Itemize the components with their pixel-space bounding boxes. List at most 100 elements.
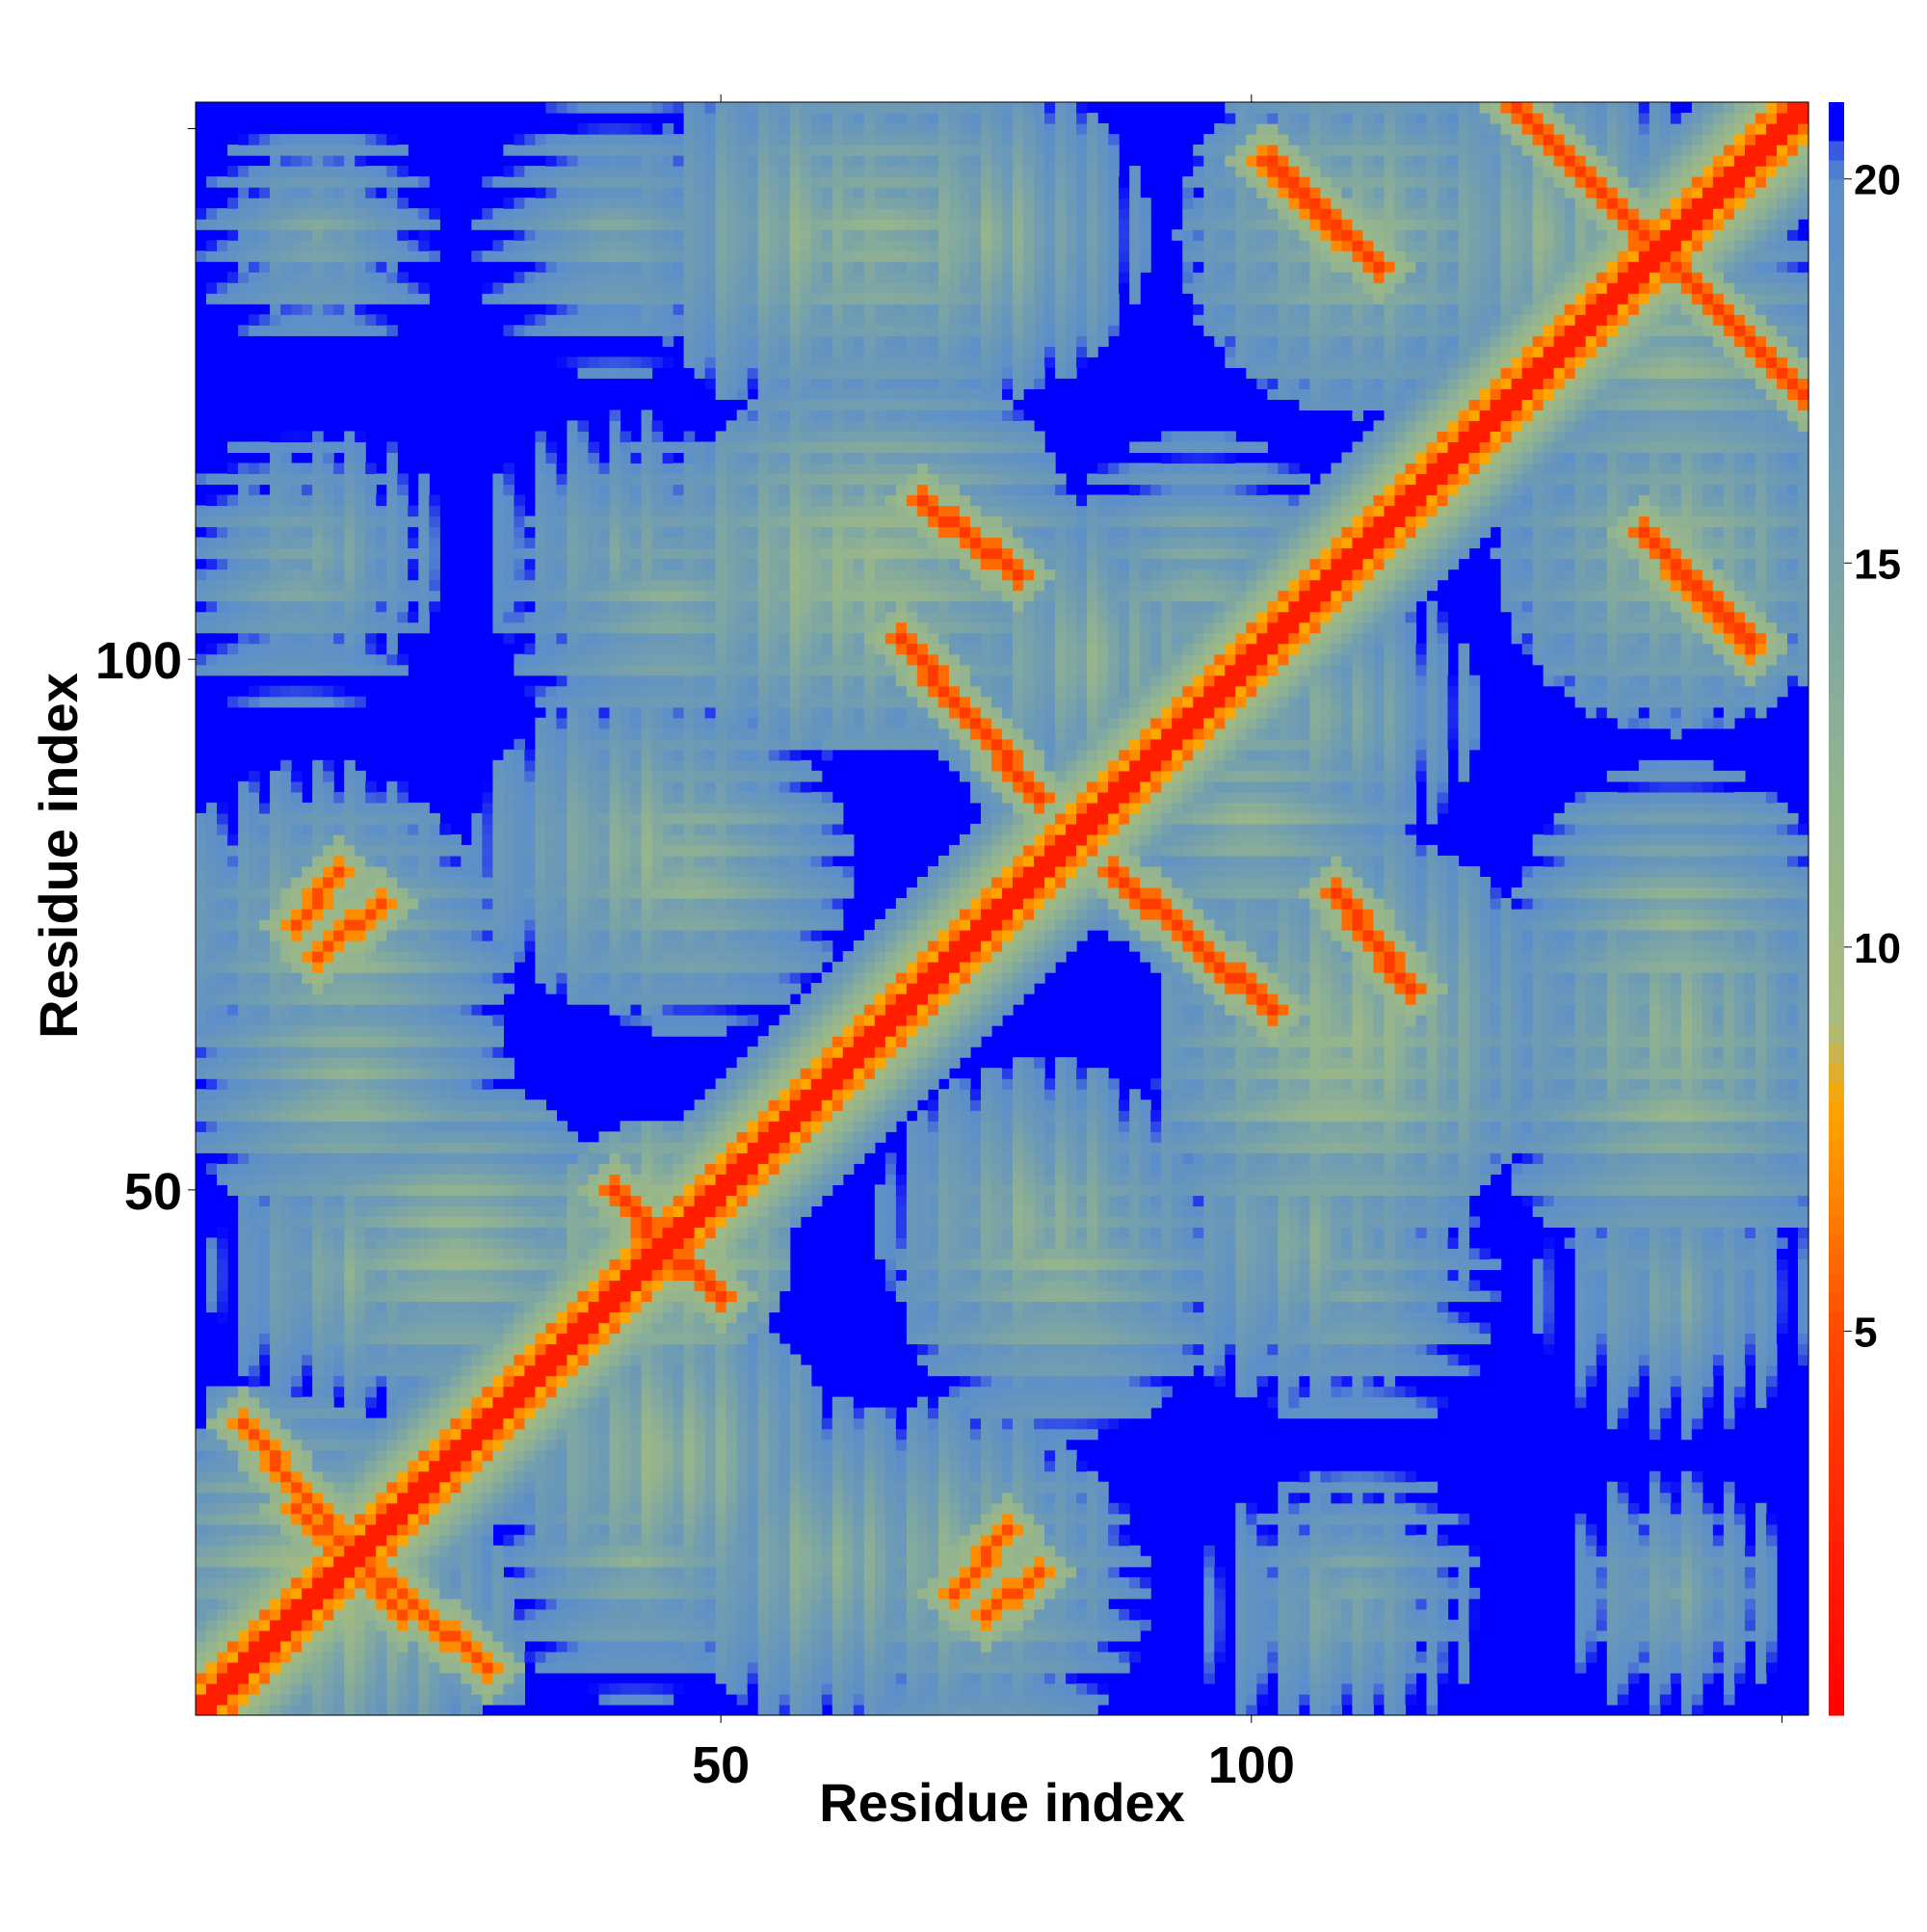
heatmap-cell [280, 1237, 292, 1250]
heatmap-cell [312, 537, 324, 549]
heatmap-cell [482, 219, 493, 230]
heatmap-cell [249, 558, 260, 570]
heatmap-cell [238, 1216, 250, 1228]
heatmap-cell [302, 473, 313, 486]
heatmap-cell [630, 1301, 643, 1313]
heatmap-cell [280, 1523, 292, 1536]
heatmap-cell [535, 1237, 547, 1250]
heatmap-cell [598, 1555, 611, 1568]
heatmap-cell [492, 1555, 504, 1568]
heatmap-cell [545, 251, 558, 262]
heatmap-cell [567, 1396, 579, 1409]
heatmap-cell [259, 1661, 271, 1674]
heatmap-cell [503, 781, 515, 793]
heatmap-cell [280, 983, 292, 994]
heatmap-cell [312, 1428, 324, 1441]
heatmap-cell [514, 1354, 525, 1366]
heatmap-cell [641, 962, 653, 973]
heatmap-cell [630, 887, 643, 899]
heatmap-cell [461, 1354, 472, 1366]
heatmap-cell [567, 1619, 579, 1631]
heatmap-cell [323, 1099, 334, 1111]
heatmap-cell [556, 1566, 568, 1578]
heatmap-cell [408, 1057, 419, 1069]
heatmap-cell [620, 993, 632, 1005]
heatmap-cell [291, 1693, 303, 1706]
heatmap-cell [280, 622, 292, 634]
heatmap-cell [217, 1163, 228, 1175]
heatmap-cell [588, 547, 600, 560]
heatmap-cell [429, 1492, 440, 1504]
heatmap-cell [196, 1004, 207, 1016]
heatmap-cell [577, 537, 590, 549]
heatmap-cell [450, 909, 462, 920]
heatmap-cell [270, 972, 281, 984]
heatmap-cell [386, 1661, 398, 1674]
heatmap-cell [270, 1163, 281, 1175]
heatmap-cell [461, 1364, 472, 1377]
heatmap-cell [598, 367, 611, 379]
heatmap-cell [492, 940, 504, 952]
heatmap-cell [609, 1004, 621, 1016]
heatmap-cell [291, 1290, 303, 1303]
heatmap-cell [630, 696, 643, 708]
heatmap-cell [439, 887, 451, 899]
heatmap-cell [376, 579, 387, 592]
heatmap-cell [588, 823, 600, 835]
heatmap-cell [450, 951, 462, 963]
heatmap-cell [620, 812, 632, 825]
heatmap-cell [312, 452, 324, 464]
heatmap-cell [196, 876, 207, 888]
heatmap-cell [439, 1513, 451, 1525]
heatmap-cell [429, 505, 440, 517]
heatmap-cell [376, 1481, 387, 1494]
heatmap-cell [567, 1439, 579, 1451]
heatmap-cell [270, 1693, 281, 1706]
heatmap-cell [227, 1004, 239, 1016]
heatmap-cell [206, 876, 218, 888]
heatmap-cell [418, 1386, 430, 1398]
heatmap-cell [492, 1598, 504, 1610]
heatmap-cell [514, 823, 525, 835]
heatmap-cell [238, 1248, 250, 1260]
heatmap-cell [630, 1142, 643, 1153]
heatmap-cell [588, 897, 600, 910]
heatmap-cell [217, 1513, 228, 1525]
heatmap-cell [291, 1640, 303, 1653]
heatmap-cell [355, 1555, 366, 1568]
heatmap-cell [620, 473, 632, 486]
heatmap-cell [577, 1354, 590, 1366]
heatmap-cell [408, 1237, 419, 1250]
heatmap-cell [280, 219, 292, 230]
heatmap-cell [344, 1566, 356, 1578]
heatmap-cell [503, 1121, 515, 1132]
heatmap-cell [344, 993, 356, 1005]
heatmap-cell [418, 1078, 430, 1090]
heatmap-cell [280, 643, 292, 655]
heatmap-cell [238, 1439, 250, 1451]
heatmap-cell [545, 1227, 558, 1238]
heatmap-cell [524, 1301, 537, 1313]
heatmap-cell [567, 1661, 579, 1674]
heatmap-cell [439, 1460, 451, 1472]
heatmap-cell [376, 1364, 387, 1377]
heatmap-cell [418, 1598, 430, 1610]
heatmap-cell [482, 1258, 493, 1271]
heatmap-cell [386, 590, 398, 602]
heatmap-cell [598, 1333, 611, 1345]
heatmap-cell [323, 1015, 334, 1026]
heatmap-cell [620, 187, 632, 198]
heatmap-cell [598, 1513, 611, 1525]
heatmap-cell [620, 1152, 632, 1164]
heatmap-cell [291, 1545, 303, 1557]
heatmap-cell [439, 1523, 451, 1536]
heatmap-cell [503, 547, 515, 560]
heatmap-cell [588, 1322, 600, 1335]
heatmap-cell [238, 579, 250, 592]
heatmap-cell [227, 1184, 239, 1196]
heatmap-cell [344, 1089, 356, 1100]
heatmap-cell [259, 1460, 271, 1472]
heatmap-cell [259, 526, 271, 539]
heatmap-cell [641, 1492, 653, 1504]
heatmap-cell [630, 516, 643, 528]
